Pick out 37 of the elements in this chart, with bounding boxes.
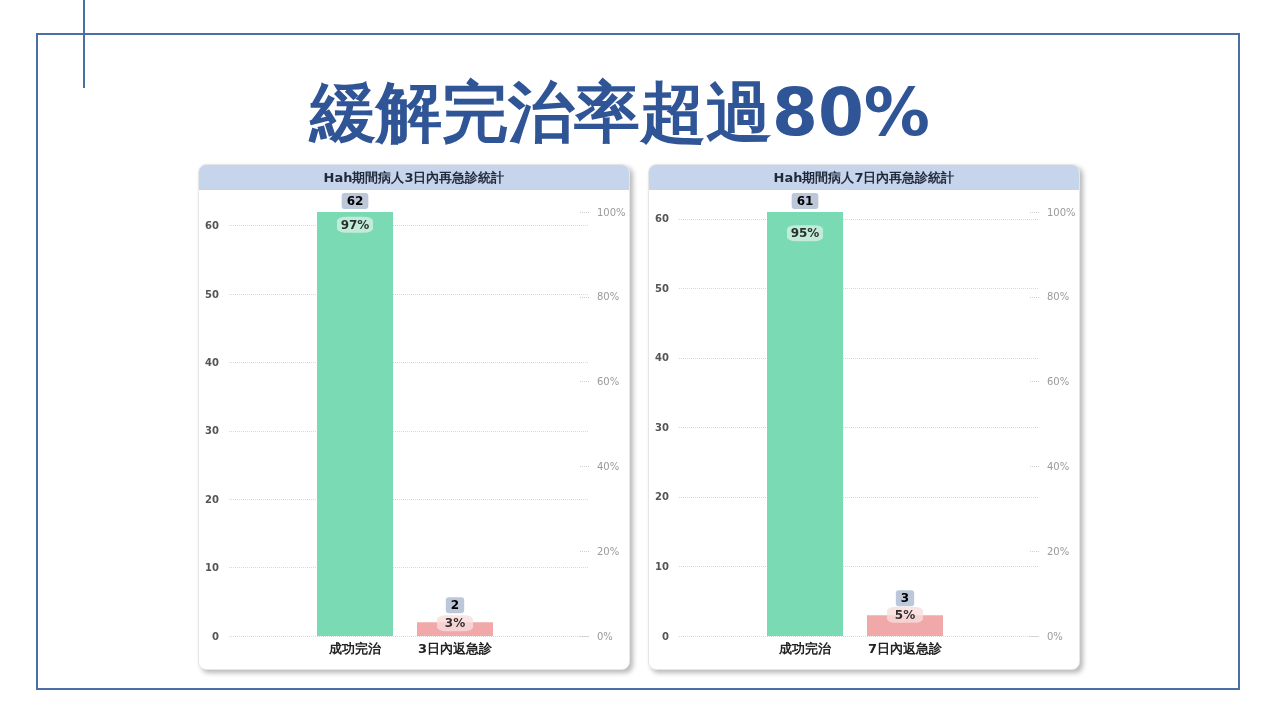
chart-title: Hah期間病人3日內再急診統計 <box>199 165 629 190</box>
data-label: 3 <box>900 591 910 606</box>
y-tick-label: 30 <box>655 421 670 433</box>
y-tick-label: 20 <box>205 493 220 505</box>
x-tick-label: 成功完治 <box>328 641 382 656</box>
x-tick-label: 3日內返急診 <box>417 641 494 656</box>
y-tick-label: 60 <box>205 220 220 232</box>
y2-tick-label: 80% <box>1047 291 1070 303</box>
y-tick-label: 40 <box>205 356 220 368</box>
data-label: 2 <box>450 598 460 613</box>
y-tick-label: 50 <box>205 288 220 300</box>
text: 緩解完治率超過80% <box>310 74 930 151</box>
x-tick-label: 成功完治 <box>778 641 832 656</box>
y2-tick-label: 40% <box>597 460 620 472</box>
chart-title: Hah期間病人7日內再急診統計 <box>649 165 1079 190</box>
y-tick-label: 50 <box>655 282 670 294</box>
y2-tick-label: 100% <box>1047 206 1076 218</box>
data-label: 61 <box>796 194 814 208</box>
y-tick-label: 0 <box>662 630 670 642</box>
y-tick-label: 0 <box>212 630 220 642</box>
y2-tick-label: 0% <box>597 630 613 642</box>
y2-tick-label: 100% <box>597 206 626 218</box>
y-tick-label: 60 <box>655 213 670 225</box>
x-tick-label: 7日內返急診 <box>867 641 944 656</box>
y2-tick-label: 40% <box>1047 460 1070 472</box>
y2-tick-label: 20% <box>1047 545 1070 557</box>
data-label: 62 <box>346 194 364 208</box>
y-tick-label: 10 <box>655 560 670 572</box>
y-tick-label: 20 <box>655 491 670 503</box>
y-tick-label: 40 <box>655 352 670 364</box>
y2-tick-label: 80% <box>597 291 620 303</box>
y2-tick-label: 60% <box>597 376 620 388</box>
y2-tick-label: 60% <box>1047 376 1070 388</box>
y-tick-label: 10 <box>205 562 220 574</box>
y-tick-label: 30 <box>205 425 220 437</box>
y2-tick-label: 20% <box>597 545 620 557</box>
y2-tick-label: 0% <box>1047 630 1063 642</box>
